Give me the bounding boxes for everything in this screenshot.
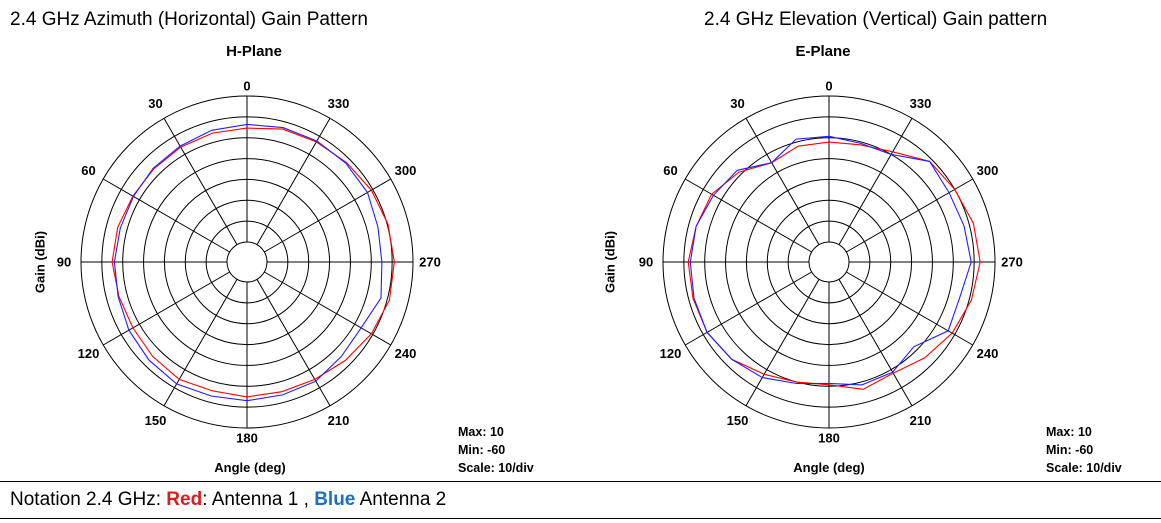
polar-grid-spoke [256,117,331,245]
angle-tick-label: 330 [328,96,350,111]
polar-grid-spoke [264,271,392,346]
polar-grid-spoke [102,178,230,253]
notation-suffix: Antenna 2 [355,489,447,510]
polar-grid-spoke [264,178,392,253]
angle-tick-label: 150 [145,413,167,428]
angle-tick-label: 0 [243,79,250,94]
chart-title: E-Plane [795,43,850,60]
angle-tick-label: 210 [328,413,350,428]
angle-tick-label: 120 [78,346,100,361]
angle-tick-label: 270 [1001,255,1023,270]
polar-grid-spoke [684,178,812,253]
scale-scale-label: Scale: 10/div [458,461,534,475]
polar-grid-ring [808,241,850,283]
angle-tick-label: 30 [148,96,162,111]
series-2-line [689,135,972,386]
polar-grid-spoke [838,117,913,245]
polar-grid-spoke [838,279,913,407]
polar-grid-spoke [745,279,820,407]
panel-title-azimuth: 2.4 GHz Azimuth (Horizontal) Gain Patter… [10,9,368,30]
panel-title-elevation: 2.4 GHz Elevation (Vertical) Gain patter… [704,9,1048,30]
angle-tick-label: 90 [639,255,653,270]
x-axis-label: Angle (deg) [793,460,865,475]
y-axis-label: Gain (dBi) [33,231,48,293]
polar-grid-spoke [745,117,820,245]
angle-tick-label: 240 [977,346,999,361]
notation-blue-word: Blue [314,489,356,510]
angle-tick-label: 120 [660,346,682,361]
angle-tick-label: 270 [419,255,441,270]
e-plane-panel: 2.4 GHz Elevation (Vertical) Gain patter… [580,0,1161,480]
notation-middle: : Antenna 1 , [202,489,315,510]
scale-min-label: Min: -60 [1046,443,1093,457]
polar-grid-spoke [163,279,238,407]
polar-grid-spoke [102,271,230,346]
scale-scale-label: Scale: 10/div [1046,461,1122,475]
angle-tick-label: 90 [57,255,71,270]
angle-tick-label: 180 [236,431,258,446]
scale-max-label: Max: 10 [1046,425,1092,439]
scale-min-label: Min: -60 [458,443,505,457]
polar-grid-spoke [846,178,974,253]
angle-tick-label: 210 [910,413,932,428]
polar-grid-spoke [684,271,812,346]
e-plane-polar-chart: 0 30 60 90 120 150 180 210 240 270 300 330 E-Plane Ga… [603,43,1122,475]
notation-divider-bottom [0,518,1161,519]
h-plane-panel: 2.4 GHz Azimuth (Horizontal) Gain Patter… [0,0,580,480]
series-1-line [111,127,395,398]
polar-grid-spoke [846,271,974,346]
angle-tick-label: 180 [818,431,840,446]
chart-title: H-Plane [226,43,282,60]
notation-prefix: Notation 2.4 GHz: [10,489,167,510]
notation-legend: Notation 2.4 GHz: Red: Antenna 1 , Blue … [10,489,446,511]
angle-tick-label: 300 [977,163,999,178]
angle-tick-label: 330 [910,96,932,111]
angle-tick-label: 60 [81,163,95,178]
series-2-line [113,123,383,402]
angle-tick-label: 60 [663,163,677,178]
angle-tick-label: 0 [825,79,832,94]
polar-grid-ring [226,241,268,283]
series-1-line [687,141,981,390]
angle-tick-label: 30 [730,96,744,111]
scale-max-label: Max: 10 [458,425,504,439]
notation-divider-top [0,481,1161,482]
h-plane-polar-chart: 0 30 60 90 120 150 180 210 240 270 300 330 H-Plane Ga… [33,43,534,475]
angle-tick-label: 150 [727,413,749,428]
x-axis-label: Angle (deg) [214,460,286,475]
notation-red-word: Red [166,489,203,510]
angle-tick-label: 240 [395,346,417,361]
y-axis-label: Gain (dBi) [603,231,618,293]
angle-tick-label: 300 [395,163,417,178]
polar-grid-spoke [256,279,331,407]
polar-grid-spoke [163,117,238,245]
